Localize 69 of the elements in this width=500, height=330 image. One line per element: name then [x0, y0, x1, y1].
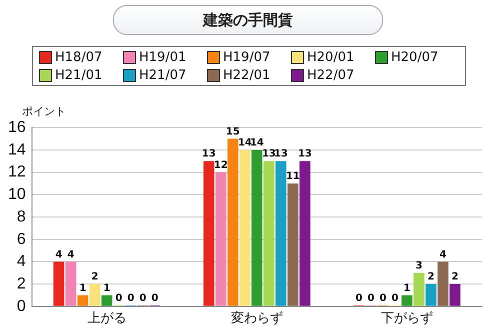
- data-label: 4: [67, 249, 74, 260]
- y-tick-label: 12: [8, 164, 26, 181]
- bar: [300, 161, 310, 306]
- data-label: 0: [391, 292, 398, 304]
- bar: [101, 295, 112, 306]
- data-label: 0: [367, 292, 374, 304]
- bar: [65, 262, 76, 306]
- legend-label: H19/07: [223, 50, 270, 64]
- data-label: 3: [415, 260, 422, 272]
- data-label: 11: [286, 171, 300, 182]
- data-label: 2: [452, 272, 459, 283]
- y-tick-label: 6: [16, 230, 26, 248]
- bar: [77, 295, 88, 306]
- bar: [426, 284, 436, 306]
- x-tick-label: 上がる: [87, 310, 126, 325]
- data-label: 13: [262, 148, 276, 160]
- bar: [203, 161, 214, 306]
- bar: [215, 172, 226, 306]
- bar: [438, 262, 448, 306]
- bar: [276, 161, 286, 306]
- legend-label: H20/01: [307, 50, 354, 64]
- bar: [414, 272, 424, 306]
- bar: [251, 150, 262, 306]
- legend-label: H18/07: [55, 50, 102, 64]
- y-axis-title: ポイント: [22, 104, 66, 119]
- data-label: 13: [274, 148, 288, 160]
- data-label: 14: [250, 138, 264, 149]
- bar: [53, 262, 64, 306]
- data-label: 1: [403, 282, 410, 294]
- y-tick-label: 0: [16, 298, 26, 315]
- data-label: 0: [115, 292, 122, 304]
- data-label: 1: [103, 282, 110, 294]
- bar: [402, 295, 412, 306]
- bar: [450, 284, 460, 306]
- bar: [227, 138, 238, 306]
- data-label: 0: [127, 292, 134, 304]
- data-label: 1: [79, 282, 86, 294]
- legend-label: H19/01: [139, 50, 186, 64]
- x-tick-label: 変わらず: [230, 310, 283, 325]
- y-tick-label: 8: [16, 208, 26, 226]
- data-label: 4: [55, 249, 62, 260]
- y-tick-label: 10: [8, 186, 26, 204]
- bar: [288, 183, 298, 306]
- data-label: 14: [238, 138, 252, 149]
- data-label: 12: [214, 160, 228, 171]
- y-tick-label: 16: [8, 119, 26, 136]
- x-tick-label: 下がらず: [380, 310, 433, 325]
- data-label: 15: [226, 126, 240, 138]
- legend-label: H21/01: [55, 68, 102, 82]
- y-tick-label: 2: [16, 275, 26, 292]
- bar: [264, 161, 274, 306]
- legend-label: H22/01: [223, 68, 270, 82]
- y-tick-label: 14: [8, 141, 26, 158]
- data-label: 0: [355, 292, 362, 304]
- legend-label: H22/07: [307, 68, 354, 82]
- y-tick-label: 4: [16, 253, 26, 270]
- bar: [89, 284, 100, 306]
- data-label: 0: [379, 292, 386, 304]
- data-label: 13: [298, 148, 312, 160]
- legend-label: H20/07: [391, 50, 438, 64]
- data-label: 13: [202, 148, 216, 160]
- data-label: 2: [427, 272, 434, 283]
- data-label: 2: [91, 272, 98, 283]
- data-label: 4: [440, 249, 446, 260]
- data-label: 0: [139, 292, 146, 304]
- legend-label: H21/07: [139, 68, 186, 82]
- bar: [239, 150, 250, 306]
- data-label: 0: [151, 292, 158, 304]
- chart-title: 建築の手間賃: [113, 5, 383, 35]
